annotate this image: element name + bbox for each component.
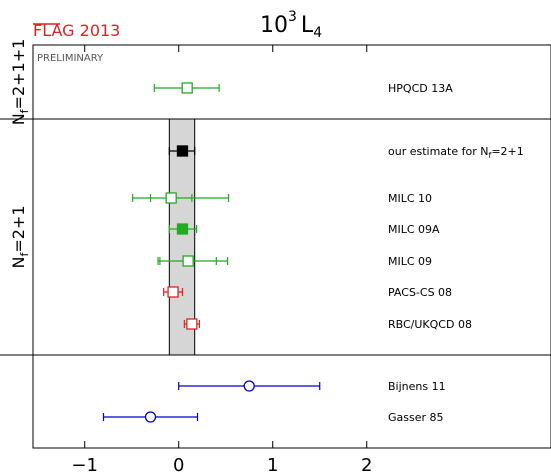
point-label-sub: f bbox=[488, 151, 491, 160]
preliminary-label: PRELIMINARY bbox=[37, 53, 104, 64]
section-label: Nf=2+1+1 bbox=[9, 39, 31, 126]
x-tick-label: 1 bbox=[267, 455, 278, 476]
point-label: MILC 09 bbox=[388, 255, 432, 268]
point-label-name: PACS-CS 08 bbox=[388, 286, 452, 299]
point-label-tail: =2+1 bbox=[491, 145, 523, 158]
data-point: our estimate for Nf=2+1 bbox=[168, 145, 524, 160]
marker-circle bbox=[144, 411, 157, 423]
point-label-name: Bijnens 11 bbox=[388, 380, 446, 393]
point-label-name: MILC 10 bbox=[388, 192, 432, 205]
point-label: MILC 10 bbox=[388, 192, 432, 205]
data-point: PACS-CS 08 bbox=[163, 286, 452, 299]
point-label-name: MILC 09 bbox=[388, 255, 432, 268]
data-points: HPQCD 13A our estimate for Nf=2+1 MILC 10 M… bbox=[102, 82, 524, 424]
title-base: 10 bbox=[260, 13, 288, 38]
chart-title: 103 L4 bbox=[260, 9, 322, 41]
point-label: PACS-CS 08 bbox=[388, 286, 452, 299]
plot-frame bbox=[32, 44, 551, 449]
data-point: MILC 10 bbox=[132, 192, 432, 205]
marker-square bbox=[176, 223, 189, 235]
point-label: Bijnens 11 bbox=[388, 380, 446, 393]
marker-square bbox=[186, 318, 198, 330]
x-tick-label: 0 bbox=[173, 455, 184, 476]
point-label: our estimate for Nf=2+1 bbox=[388, 145, 524, 160]
point-label-name: HPQCD 13A bbox=[388, 82, 453, 95]
point-label: Gasser 85 bbox=[388, 411, 444, 424]
title-symbol: L bbox=[301, 13, 314, 38]
marker-square bbox=[167, 286, 179, 298]
flag-logo: FLAG 2013 bbox=[33, 21, 120, 40]
section-layer: Nf=2+1+1Nf=2+1 bbox=[0, 39, 551, 356]
x-tick-label: 2 bbox=[361, 455, 372, 476]
title-exponent: 3 bbox=[288, 9, 297, 25]
marker-square bbox=[181, 82, 193, 94]
point-label: HPQCD 13A bbox=[388, 82, 453, 95]
title-subscript: 4 bbox=[313, 25, 322, 41]
section-label-sub: f bbox=[18, 252, 31, 257]
marker-square bbox=[176, 145, 189, 157]
point-label-name: our estimate for N bbox=[388, 145, 488, 158]
point-label-name: Gasser 85 bbox=[388, 411, 444, 424]
x-tick-label: −1 bbox=[71, 455, 98, 476]
marker-circle bbox=[243, 380, 255, 392]
marker-square bbox=[165, 192, 177, 204]
data-point: MILC 09 bbox=[157, 255, 432, 268]
section-label-main: N bbox=[9, 257, 28, 269]
data-point: MILC 09A bbox=[168, 223, 440, 236]
section-label-rest: =2+1 bbox=[9, 205, 28, 252]
data-point: Bijnens 11 bbox=[178, 380, 446, 393]
section-label-rest: =2+1+1 bbox=[9, 39, 28, 110]
x-axis: −1 0 1 2 bbox=[71, 45, 372, 476]
section-label: Nf=2+1 bbox=[9, 205, 31, 268]
data-point: Gasser 85 bbox=[102, 411, 444, 424]
marker-square bbox=[182, 255, 194, 267]
data-point: HPQCD 13A bbox=[153, 82, 453, 95]
point-label-name: MILC 09A bbox=[388, 223, 440, 236]
point-label: MILC 09A bbox=[388, 223, 440, 236]
point-label: RBC/UKQCD 08 bbox=[388, 318, 472, 331]
data-point: RBC/UKQCD 08 bbox=[183, 318, 472, 331]
point-label-name: RBC/UKQCD 08 bbox=[388, 318, 472, 331]
section-label-sub: f bbox=[18, 108, 31, 113]
